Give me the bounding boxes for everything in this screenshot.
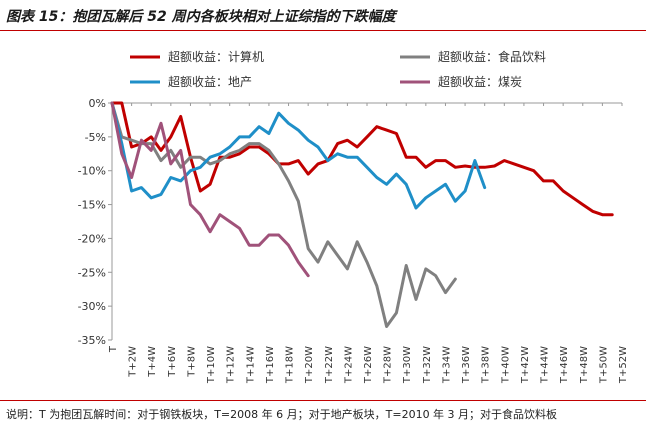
page-title: 图表 15：抱团瓦解后 52 周内各板块相对上证综指的下跌幅度 bbox=[6, 9, 396, 25]
x-tick-label: T+46W bbox=[559, 346, 570, 384]
top-divider bbox=[0, 30, 646, 31]
y-tick-label: 0% bbox=[89, 97, 106, 110]
legend-label: 超额收益：计算机 bbox=[168, 49, 264, 64]
footnote: 说明：T 为抱团瓦解时间：对于钢铁板块，T=2008 年 6 月；对于地产板块，… bbox=[6, 408, 558, 421]
series-line-1 bbox=[110, 101, 614, 217]
x-tick-label: T+24W bbox=[343, 346, 354, 384]
y-tick-label: -25% bbox=[78, 266, 106, 279]
series-line-4 bbox=[110, 101, 310, 278]
x-tick-label: T+16W bbox=[265, 346, 276, 384]
y-tick-label: -30% bbox=[78, 300, 106, 313]
legend-label: 超额收益：地产 bbox=[168, 74, 252, 89]
series-line-3 bbox=[110, 101, 487, 210]
x-tick-label: T+10W bbox=[206, 346, 217, 384]
bottom-divider bbox=[0, 400, 646, 401]
x-tick-label: T+52W bbox=[618, 346, 629, 384]
x-tick-label: T+48W bbox=[579, 346, 590, 384]
x-tick-label: T+50W bbox=[598, 346, 609, 384]
x-tick-label: T+36W bbox=[461, 346, 472, 384]
x-tick-label: T+44W bbox=[540, 346, 551, 384]
x-tick-label: T+8W bbox=[186, 346, 197, 378]
x-tick-label: T+42W bbox=[520, 346, 531, 384]
y-tick-label: -15% bbox=[78, 199, 106, 212]
x-tick-label: T+32W bbox=[422, 346, 433, 384]
x-tick-label: T+2W bbox=[128, 346, 139, 378]
x-tick-label: T+4W bbox=[147, 346, 158, 378]
x-tick-label: T+14W bbox=[245, 346, 256, 384]
legend-label: 超额收益：食品饮料 bbox=[438, 49, 546, 64]
y-tick-label: -5% bbox=[85, 131, 106, 144]
x-tick-label: T+40W bbox=[500, 346, 511, 384]
x-tick-label: T+18W bbox=[285, 346, 296, 384]
x-tick-label: T+22W bbox=[324, 346, 335, 384]
x-tick-label: T+34W bbox=[441, 346, 452, 384]
y-tick-label: -35% bbox=[78, 334, 106, 347]
x-tick-label: T+6W bbox=[167, 346, 178, 378]
x-tick-label: T+28W bbox=[383, 346, 394, 384]
x-tick-label: T+26W bbox=[363, 346, 374, 384]
legend-label: 超额收益：煤炭 bbox=[438, 74, 522, 89]
y-tick-label: -20% bbox=[78, 232, 106, 245]
x-tick-label: T+12W bbox=[226, 346, 237, 384]
x-tick-label: T+38W bbox=[481, 346, 492, 384]
chart-axes: 0% -5% -10% -15% -20% -25% -30% -35%T T+2W T+4W T+… bbox=[78, 97, 629, 384]
chart-series bbox=[110, 101, 614, 328]
x-tick-label: T+20W bbox=[304, 346, 315, 384]
x-tick-label: T+30W bbox=[402, 346, 413, 384]
x-tick-label: T bbox=[108, 345, 119, 353]
y-tick-label: -10% bbox=[78, 165, 106, 178]
